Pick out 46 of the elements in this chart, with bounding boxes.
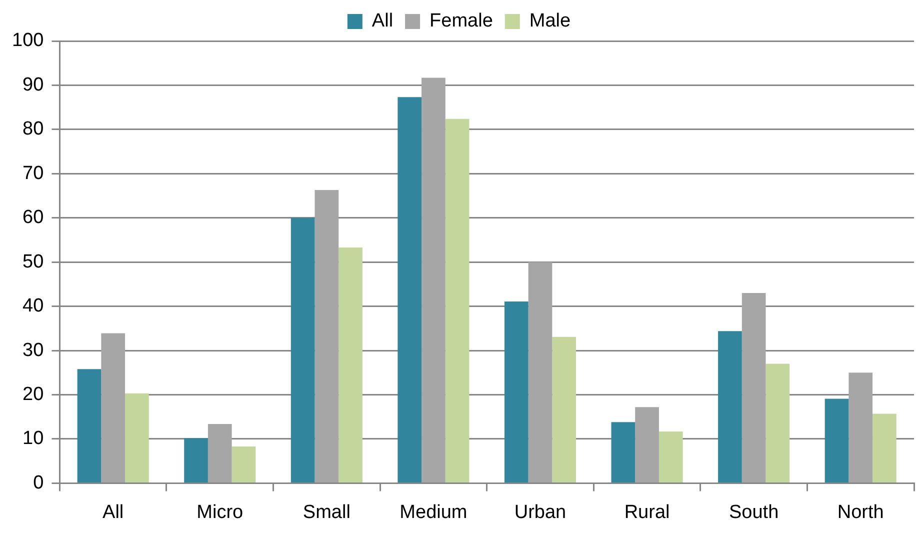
- bar: [872, 414, 896, 482]
- bar: [718, 331, 742, 482]
- bar: [445, 118, 470, 482]
- bar: [528, 262, 552, 482]
- x-tick-label: Urban: [514, 502, 566, 523]
- x-tick-label: North: [837, 502, 884, 523]
- bar: [184, 438, 208, 482]
- bar: [398, 97, 422, 482]
- bar: [101, 333, 126, 482]
- bar: [77, 369, 102, 482]
- y-tick-label: 60: [22, 207, 44, 228]
- bar: [338, 248, 362, 482]
- x-tick-label: Rural: [624, 502, 670, 523]
- bar: [422, 78, 446, 482]
- y-tick-label: 70: [22, 162, 44, 184]
- legend-label: All: [372, 10, 394, 32]
- x-tick-label: All: [102, 502, 124, 523]
- y-tick-label: 10: [22, 428, 44, 450]
- bar: [635, 407, 659, 482]
- bar: [742, 293, 766, 482]
- y-tick-label: 100: [12, 30, 44, 52]
- bar: [611, 422, 636, 482]
- legend-label: Female: [430, 10, 493, 32]
- y-tick-label: 50: [22, 251, 44, 272]
- bar: [314, 190, 339, 482]
- y-tick-label: 30: [22, 340, 44, 361]
- bar: [290, 218, 315, 482]
- bar: [125, 393, 149, 482]
- y-tick-label: 80: [22, 118, 44, 140]
- bar: [658, 431, 683, 482]
- y-tick-label: 20: [22, 384, 44, 405]
- x-tick-label: South: [728, 502, 779, 523]
- bar: [824, 398, 849, 482]
- x-tick-label: Micro: [196, 502, 244, 523]
- y-tick-label: 40: [22, 296, 44, 317]
- bar: [208, 424, 232, 482]
- bar: [552, 336, 576, 482]
- bar: [848, 372, 873, 482]
- legend-label: Male: [529, 10, 571, 32]
- bar: [232, 446, 256, 482]
- y-tick-label: 0: [33, 472, 44, 494]
- x-tick-label: Small: [302, 502, 350, 523]
- x-tick-label: Medium: [400, 502, 468, 523]
- bar: [766, 364, 790, 482]
- bar: [504, 301, 528, 482]
- y-tick-label: 90: [22, 74, 44, 96]
